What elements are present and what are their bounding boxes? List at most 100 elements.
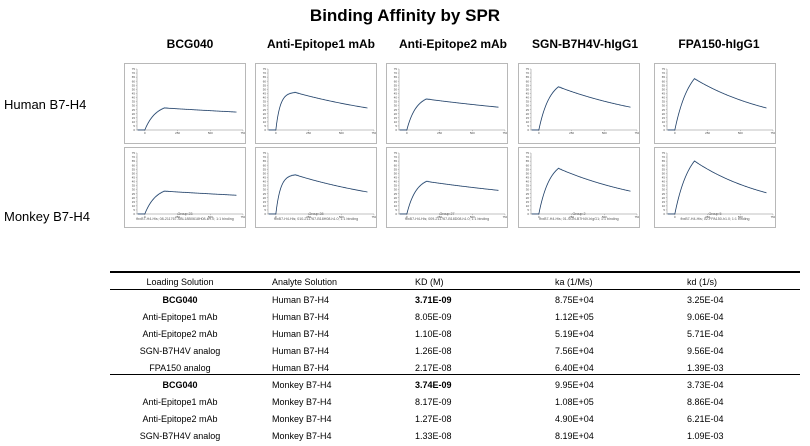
y-tick-label: 20 <box>526 196 530 200</box>
y-tick-label: 0 <box>395 212 397 216</box>
y-tick-label: 5 <box>663 208 665 212</box>
y-tick-label: 60 <box>526 79 530 83</box>
y-tick-label: 55 <box>394 83 398 87</box>
y-tick-label: 20 <box>263 196 267 200</box>
y-tick-label: 70 <box>263 155 267 159</box>
table-cell: 1.12E+05 <box>555 312 594 322</box>
y-tick-label: 65 <box>526 75 530 79</box>
y-tick-label: 5 <box>395 208 397 212</box>
y-tick-label: 75 <box>662 67 666 71</box>
y-tick-label: 10 <box>132 204 136 208</box>
table-header-row: Loading Solution Analyte Solution KD (M) ka… <box>110 274 800 290</box>
y-tick-label: 50 <box>132 171 136 175</box>
y-tick-label: 35 <box>526 184 530 188</box>
table-cell: Anti-Epitope1 mAb <box>142 312 218 322</box>
table-cell: Anti-Epitope2 mAb <box>142 329 218 339</box>
panel-caption: Group 2 <box>572 212 586 216</box>
y-tick-label: 65 <box>394 75 398 79</box>
table-row: Anti-Epitope2 mAb Monkey B7-H4 1.27E-08 4.9… <box>110 411 800 427</box>
y-tick-label: 10 <box>132 120 136 124</box>
table-cell: 1.26E-08 <box>415 346 452 356</box>
table-cell: 5.71E-04 <box>687 329 724 339</box>
table-cell: 1.39E-03 <box>687 363 724 373</box>
x-tick-label: 0 <box>144 215 146 219</box>
panel-caption: Group 23 <box>177 212 193 216</box>
table-cell: 1.09E-03 <box>687 431 724 441</box>
y-tick-label: 15 <box>263 200 267 204</box>
sensorgram-fit-line <box>531 168 631 215</box>
y-tick-label: 50 <box>662 87 666 91</box>
table-row: BCG040 Monkey B7-H4 3.74E-09 9.95E+04 3.73E-… <box>110 377 800 393</box>
y-tick-label: 20 <box>394 196 398 200</box>
y-tick-label: 75 <box>263 67 267 71</box>
x-tick-label: 0 <box>406 215 408 219</box>
table-group-rule <box>110 374 800 375</box>
y-tick-label: 65 <box>263 159 267 163</box>
table-cell: 8.86E-04 <box>687 397 724 407</box>
table-header-cell: KD (M) <box>415 277 444 287</box>
y-tick-label: 35 <box>662 100 666 104</box>
column-header: FPA150-hIgG1 <box>678 37 760 51</box>
y-tick-label: 10 <box>662 204 666 208</box>
y-tick-label: 15 <box>394 116 398 120</box>
y-tick-label: 5 <box>527 124 529 128</box>
table-cell: Monkey B7-H4 <box>272 397 332 407</box>
y-tick-label: 10 <box>526 204 530 208</box>
x-tick-label: 250 <box>569 131 574 135</box>
y-tick-label: 70 <box>263 71 267 75</box>
x-tick-label: 500 <box>470 131 475 135</box>
y-tick-label: 20 <box>662 112 666 116</box>
table-cell: 3.73E-04 <box>687 380 724 390</box>
y-tick-label: 0 <box>264 128 266 132</box>
y-tick-label: 35 <box>526 100 530 104</box>
sensorgram-fit-line <box>399 181 499 215</box>
y-tick-label: 35 <box>132 100 136 104</box>
x-tick-label: 250 <box>306 215 311 219</box>
x-tick-label: 750 <box>635 215 639 219</box>
axis-line <box>267 69 374 131</box>
y-tick-label: 65 <box>662 159 666 163</box>
sensorgram-panel: 0 5 10 15 20 25 30 35 40 45 50 55 60 65 70 75 0 250 500 750 <box>124 63 246 144</box>
sensorgram-panel: 0 5 10 15 20 25 30 35 40 45 50 55 60 65 70 75 0 250 500 750 <box>386 63 508 144</box>
x-tick-label: 250 <box>306 131 311 135</box>
x-tick-label: 750 <box>635 131 639 135</box>
sensorgram-panel: 0 5 10 15 20 25 30 35 40 45 50 55 60 65 70 75 0 250 500 750 <box>654 63 776 144</box>
x-tick-label: 250 <box>437 215 442 219</box>
table-row: Anti-Epitope2 mAb Human B7-H4 1.10E-08 5.19… <box>110 326 800 342</box>
x-tick-label: 0 <box>406 131 408 135</box>
y-tick-label: 60 <box>132 79 136 83</box>
y-tick-label: 30 <box>526 104 530 108</box>
table-cell: SGN-B7H4V analog <box>139 346 221 356</box>
y-tick-label: 65 <box>662 75 666 79</box>
y-tick-label: 45 <box>394 176 398 180</box>
y-tick-label: 50 <box>394 87 398 91</box>
y-tick-label: 10 <box>394 120 398 124</box>
y-tick-label: 55 <box>132 167 136 171</box>
y-tick-label: 70 <box>526 71 530 75</box>
table-cell: 8.75E+04 <box>555 295 594 305</box>
y-tick-label: 0 <box>663 212 665 216</box>
y-tick-label: 30 <box>526 188 530 192</box>
y-tick-label: 60 <box>662 163 666 167</box>
table-cell: 6.40E+04 <box>555 363 594 373</box>
y-tick-label: 45 <box>662 92 666 96</box>
y-tick-label: 55 <box>662 167 666 171</box>
table-cell: 9.95E+04 <box>555 380 594 390</box>
y-tick-label: 45 <box>526 92 530 96</box>
x-tick-label: 500 <box>208 215 213 219</box>
sensorgram-panel: 0 5 10 15 20 25 30 35 40 45 50 55 60 65 70 75 0 250 500 750 <box>518 63 640 144</box>
y-tick-label: 75 <box>132 151 136 155</box>
y-tick-label: 25 <box>132 192 136 196</box>
table-cell: Anti-Epitope1 mAb <box>142 397 218 407</box>
panel-caption: Group 28 <box>308 212 324 216</box>
table-header-cell: ka (1/Ms) <box>555 277 593 287</box>
y-tick-label: 30 <box>132 188 136 192</box>
panel-caption: Group 27 <box>439 212 455 216</box>
table-cell: 1.10E-08 <box>415 329 452 339</box>
y-tick-label: 30 <box>394 188 398 192</box>
y-tick-label: 25 <box>662 108 666 112</box>
sensorgram-panel: 0 5 10 15 20 25 30 35 40 45 50 55 60 65 70 75 0 250 500 750… <box>255 147 377 228</box>
y-tick-label: 30 <box>394 104 398 108</box>
